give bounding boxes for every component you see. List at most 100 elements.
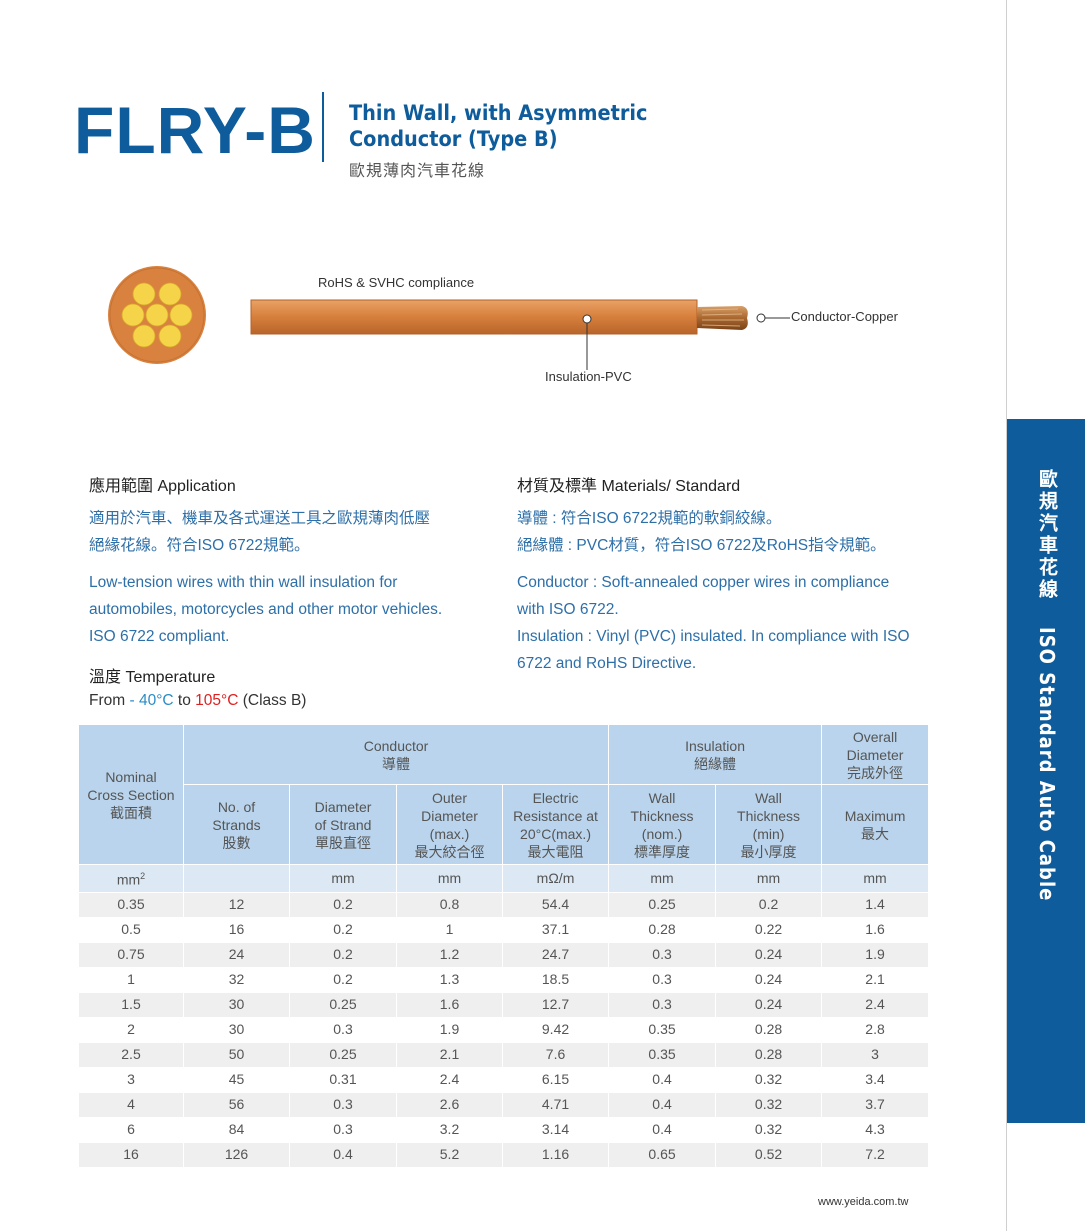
table-cell: 0.3: [608, 941, 717, 968]
table-cell: 1.4: [821, 891, 930, 918]
table-cell: 0.28: [715, 1041, 823, 1068]
table-cell: 1.9: [396, 1016, 503, 1043]
insulation-label: Insulation-PVC: [545, 369, 632, 384]
table-cell: 0.35: [78, 891, 184, 918]
table-cell: 0.4: [608, 1091, 717, 1118]
application-heading: 應用範圍 Application: [89, 478, 236, 495]
col-nominal-l2: Cross Section: [87, 786, 175, 803]
table-row: 3 45 0.31 2.4 6.15 0.4 0.32 3.4: [78, 1066, 930, 1093]
table-cell: 16: [183, 916, 290, 943]
title-divider: [322, 92, 324, 162]
table-row: 2 30 0.3 1.9 9.42 0.35 0.28 2.8: [78, 1016, 930, 1043]
unit-cell: mΩ/m: [501, 864, 610, 893]
side-category-tab: 歐規汽車花線 ISO Standard Auto Cable: [1007, 419, 1085, 1123]
temp-low: - 40°C: [129, 692, 174, 709]
temperature-heading: 溫度 Temperature: [89, 669, 216, 686]
table-cell: 7.6: [501, 1041, 610, 1068]
materials-en-line4: 6722 and RoHS Directive.: [517, 655, 697, 672]
table-cell: 30: [183, 1016, 290, 1043]
table-cell: 0.8: [396, 891, 503, 918]
col-max-l2: 最大: [861, 825, 890, 842]
table-row: 0.5 16 0.2 1 37.1 0.28 0.22 1.6: [78, 916, 930, 943]
application-en-line1: Low-tension wires with thin wall insulat…: [89, 574, 398, 591]
application-cn-line1: 適用於汽車、機車及各式運送工具之歐規薄肉低壓: [89, 510, 431, 527]
col-strand-diameter: Diameter of Strand 單股直徑: [289, 784, 397, 865]
table-cell: 0.2: [289, 941, 397, 968]
col-strands-l3: 股數: [222, 834, 251, 851]
table-cell: 0.5: [78, 916, 184, 943]
table-cell: 0.4: [608, 1116, 717, 1143]
col-wall-thickness-nom: Wall Thickness (nom.) 標準厚度: [608, 784, 717, 865]
materials-en-line1: Conductor : Soft-annealed copper wires i…: [517, 574, 890, 591]
table-cell: 4.71: [501, 1091, 610, 1118]
group-insulation: Insulation 絕緣體: [608, 724, 823, 785]
table-cell: 56: [183, 1091, 290, 1118]
table-cell: 0.3: [608, 991, 717, 1018]
col-outer-l4: 最大絞合徑: [414, 843, 485, 860]
col-wmin-l4: 最小厚度: [740, 843, 797, 860]
col-max-l1: Maximum: [844, 807, 906, 824]
table-cell: 9.42: [501, 1016, 610, 1043]
table-cell: 5.2: [396, 1141, 503, 1168]
group-overall-l1: Overall: [852, 728, 898, 745]
table-cell: 24: [183, 941, 290, 968]
unit-cell: [183, 864, 290, 893]
table-cell: 1.2: [396, 941, 503, 968]
col-nominal-l3: 截面積: [110, 804, 152, 821]
table-cell: 24.7: [501, 941, 610, 968]
table-row: 0.35 12 0.2 0.8 54.4 0.25 0.2 1.4: [78, 891, 930, 918]
title-en-line1: Thin Wall, with Asymmetric: [349, 101, 648, 125]
col-strands: No. of Strands 股數: [183, 784, 290, 865]
conductor-callout-line: [756, 313, 790, 323]
table-cell: 6.15: [501, 1066, 610, 1093]
table-cell: 2.6: [396, 1091, 503, 1118]
table-cell: 2.4: [821, 991, 930, 1018]
temp-to: to: [177, 692, 191, 709]
col-diam-l2: of Strand: [314, 816, 372, 833]
side-tab-cn: 歐規汽車花線: [1036, 469, 1058, 601]
materials-cn-text: 導體 : 符合ISO 6722規範的軟銅絞線。 絕緣體 : PVC材質，符合IS…: [517, 505, 937, 559]
table-cell: 18.5: [501, 966, 610, 993]
table-cell: 0.2: [289, 891, 397, 918]
table-cell: 2.4: [396, 1066, 503, 1093]
table-cell: 3.4: [821, 1066, 930, 1093]
table-cell: 30: [183, 991, 290, 1018]
table-cell: 0.2: [715, 891, 823, 918]
group-conductor-cn: 導體: [382, 755, 411, 772]
table-cell: 0.3: [289, 1116, 397, 1143]
col-wnom-l4: 標準厚度: [634, 843, 691, 860]
table-cell: 12.7: [501, 991, 610, 1018]
table-cell: 0.31: [289, 1066, 397, 1093]
unit-nominal: mm: [116, 871, 141, 888]
col-diam-l3: 單股直徑: [315, 834, 371, 851]
table-row: 0.75 24 0.2 1.2 24.7 0.3 0.24 1.9: [78, 941, 930, 968]
table-cell: 37.1: [501, 916, 610, 943]
table-cell: 0.4: [608, 1066, 717, 1093]
table-cell: 3: [821, 1041, 930, 1068]
units-row: mm2 mm mm mΩ/m mm mm mm: [78, 864, 930, 893]
col-res-l4: 最大電阻: [527, 843, 584, 860]
table-row: 1 32 0.2 1.3 18.5 0.3 0.24 2.1: [78, 966, 930, 993]
group-overall-l2: Diameter: [846, 746, 904, 763]
unit-cell: mm: [715, 864, 823, 893]
col-outer-l1: Outer: [431, 789, 467, 806]
cable-side-view-illustration: [250, 299, 748, 335]
table-cell: 45: [183, 1066, 290, 1093]
application-cn-line2: 絕緣花線。符合ISO 6722規範。: [89, 537, 310, 554]
table-cell: 1: [78, 966, 184, 993]
col-electric-resistance: Electric Resistance at 20°C(max.) 最大電阻: [501, 784, 610, 865]
table-cell: 0.35: [608, 1041, 717, 1068]
table-cell: 0.3: [289, 1016, 397, 1043]
col-res-l2: Resistance at: [513, 807, 598, 824]
temperature-range: From - 40°C to 105°C (Class B): [89, 687, 306, 714]
table-cell: 4: [78, 1091, 184, 1118]
col-wmin-l3: (min): [752, 825, 785, 842]
footer-url: www.yeida.com.tw: [818, 1196, 909, 1208]
group-overall-diameter: Overall Diameter 完成外徑: [821, 724, 930, 785]
materials-en-line3: Insulation : Vinyl (PVC) insulated. In c…: [517, 628, 910, 645]
table-cell: 2.1: [396, 1041, 503, 1068]
product-model-title: FLRY-B: [74, 93, 316, 167]
table-cell: 1.9: [821, 941, 930, 968]
table-cell: 12: [183, 891, 290, 918]
table-cell: 0.2: [289, 916, 397, 943]
